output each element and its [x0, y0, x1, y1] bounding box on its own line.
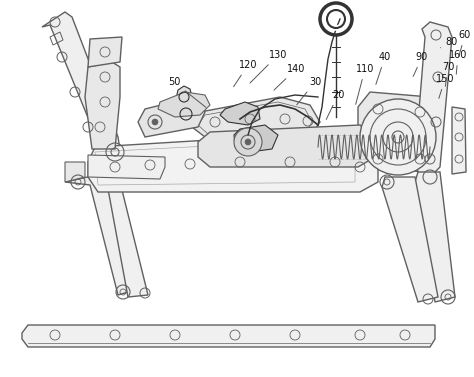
- Polygon shape: [415, 22, 452, 177]
- Text: 130: 130: [250, 50, 287, 83]
- Text: 150: 150: [436, 74, 454, 98]
- Bar: [93, 95, 111, 103]
- Polygon shape: [382, 177, 438, 302]
- Text: 50: 50: [168, 77, 206, 107]
- Circle shape: [152, 119, 158, 125]
- Polygon shape: [220, 102, 260, 125]
- Polygon shape: [452, 107, 466, 174]
- Polygon shape: [88, 132, 378, 192]
- Polygon shape: [100, 182, 148, 297]
- Text: 110: 110: [356, 64, 374, 104]
- Circle shape: [360, 99, 436, 175]
- Polygon shape: [176, 86, 192, 109]
- Circle shape: [245, 139, 251, 145]
- Circle shape: [234, 128, 262, 156]
- Text: 20: 20: [326, 90, 344, 120]
- Polygon shape: [138, 99, 205, 137]
- Polygon shape: [358, 92, 440, 172]
- Text: 30: 30: [297, 77, 321, 105]
- Polygon shape: [175, 102, 196, 122]
- Polygon shape: [85, 62, 120, 149]
- Polygon shape: [88, 155, 165, 179]
- Bar: [93, 129, 111, 137]
- Text: 90: 90: [413, 52, 428, 77]
- Polygon shape: [42, 12, 125, 189]
- Polygon shape: [415, 172, 455, 302]
- Text: 60: 60: [459, 30, 471, 56]
- Polygon shape: [234, 125, 278, 152]
- Polygon shape: [88, 37, 122, 67]
- Bar: [93, 111, 111, 119]
- Polygon shape: [22, 325, 435, 347]
- Text: 160: 160: [449, 50, 467, 74]
- Polygon shape: [158, 92, 210, 117]
- Polygon shape: [198, 125, 375, 167]
- Polygon shape: [192, 97, 320, 137]
- Polygon shape: [65, 162, 85, 182]
- Text: 70: 70: [442, 62, 454, 86]
- Text: 120: 120: [234, 60, 257, 87]
- Text: 40: 40: [376, 52, 391, 84]
- Bar: [93, 79, 111, 87]
- Polygon shape: [65, 177, 128, 295]
- Text: 140: 140: [274, 64, 305, 90]
- Text: 80: 80: [440, 37, 458, 48]
